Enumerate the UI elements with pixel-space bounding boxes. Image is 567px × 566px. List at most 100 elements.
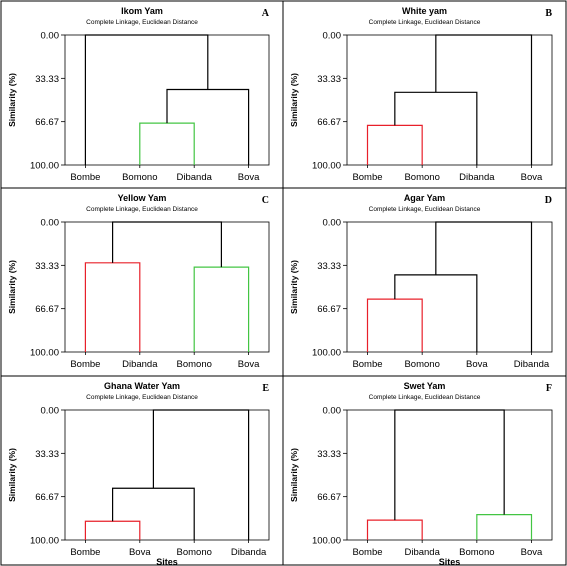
y-tick-label: 33.33	[35, 261, 59, 272]
panel-frame	[282, 375, 567, 566]
dendrogram-link	[394, 409, 505, 521]
y-tick-label: 33.33	[317, 449, 341, 460]
y-tick-label: 100.00	[312, 536, 341, 547]
leaf-label: Bova	[238, 359, 260, 370]
plot-area	[64, 221, 270, 353]
dendrogram-link	[84, 520, 141, 540]
leaf-label: Bombe	[70, 172, 100, 183]
y-tick-label: 0.00	[41, 406, 60, 417]
panel-title: Yellow Yam	[118, 193, 167, 203]
leaf-label: Bova	[521, 172, 543, 183]
plot-area	[64, 409, 270, 541]
leaf-label: Bombe	[70, 359, 100, 370]
x-axis-label: Sites	[156, 557, 178, 566]
y-axis-label: Similarity (%)	[289, 260, 299, 314]
leaf-label: Bova	[238, 172, 260, 183]
leaf-label: Bombe	[352, 172, 382, 183]
dendrogram-link	[394, 274, 478, 352]
y-tick-label: 33.33	[35, 74, 59, 85]
leaf-label: Bomono	[404, 172, 439, 183]
panel-subtitle: Complete Linkage, Euclidean Distance	[86, 394, 198, 401]
dendrogram-link	[435, 34, 533, 165]
leaf-label: Dibanda	[459, 172, 495, 183]
panel-title: Swet Yam	[404, 381, 446, 391]
y-tick-label: 0.00	[41, 218, 60, 229]
leaf-label: Bomono	[177, 547, 212, 558]
leaf-label: Dibanda	[404, 547, 440, 558]
y-tick-label: 66.67	[35, 492, 59, 503]
panel-c: Yellow Yam Complete Linkage, Euclidean Di…	[0, 187, 284, 377]
y-tick-label: 66.67	[317, 492, 341, 503]
panel-title: Ikom Yam	[121, 6, 163, 16]
leaf-label: Bombe	[352, 547, 382, 558]
leaf-label: Bova	[129, 547, 151, 558]
x-axis-label: Sites	[439, 557, 461, 566]
y-tick-label: 66.67	[317, 304, 341, 315]
dendrogram-link	[111, 487, 195, 540]
plot-area	[346, 34, 553, 166]
y-axis-label: Similarity (%)	[7, 73, 17, 127]
y-tick-label: 0.00	[41, 31, 60, 42]
y-axis-label: Similarity (%)	[7, 448, 17, 502]
y-axis-label: Similarity (%)	[289, 73, 299, 127]
panel-subtitle: Complete Linkage, Euclidean Distance	[86, 206, 198, 213]
y-tick-label: 100.00	[30, 161, 59, 172]
y-tick-label: 33.33	[317, 261, 341, 272]
panel-title: Agar Yam	[404, 193, 445, 203]
leaf-label: Dibanda	[231, 547, 267, 558]
leaf-label: Bombe	[352, 359, 382, 370]
panel-subtitle: Complete Linkage, Euclidean Distance	[369, 394, 481, 401]
panel-letter: A	[262, 8, 270, 19]
dendrogram-link	[139, 122, 195, 165]
leaf-label: Bomono	[122, 172, 157, 183]
panel-letter: D	[545, 195, 552, 206]
panel-d: Agar Yam Complete Linkage, Euclidean Dist…	[282, 187, 567, 377]
y-tick-label: 100.00	[312, 348, 341, 359]
dendrogram-link	[435, 221, 533, 352]
dendrogram-link	[84, 262, 141, 352]
y-tick-label: 66.67	[35, 117, 59, 128]
panel-e: Ghana Water Yam Complete Linkage, Euclide…	[0, 375, 284, 566]
dendrogram-link	[366, 124, 423, 165]
panel-subtitle: Complete Linkage, Euclidean Distance	[86, 19, 198, 26]
dendrogram-link	[193, 266, 250, 352]
leaf-label: Bomono	[459, 547, 494, 558]
y-tick-label: 100.00	[312, 161, 341, 172]
panel-f: Swet Yam Complete Linkage, Euclidean Dist…	[282, 375, 567, 566]
panel-letter: C	[262, 195, 269, 206]
panel-letter: B	[545, 8, 552, 19]
panel-title: Ghana Water Yam	[104, 381, 180, 391]
leaf-label: Bova	[521, 547, 543, 558]
panel-letter: E	[262, 383, 269, 394]
leaf-label: Dibanda	[122, 359, 158, 370]
panel-letter: F	[546, 383, 552, 394]
dendrogram-link	[152, 409, 250, 540]
leaf-label: Dibanda	[177, 172, 213, 183]
y-tick-label: 100.00	[30, 348, 59, 359]
y-tick-label: 66.67	[317, 117, 341, 128]
dendrogram-link	[366, 519, 423, 540]
leaf-label: Bova	[466, 359, 488, 370]
panel-subtitle: Complete Linkage, Euclidean Distance	[369, 206, 481, 213]
dendrogram-link	[394, 91, 478, 165]
dendrogram-link	[366, 298, 423, 352]
leaf-label: Bombe	[70, 547, 100, 558]
y-tick-label: 0.00	[323, 31, 342, 42]
dendrogram-link	[166, 88, 250, 165]
leaf-label: Dibanda	[514, 359, 550, 370]
panel-b: White yam Complete Linkage, Euclidean Dis…	[282, 0, 567, 189]
y-tick-label: 100.00	[30, 536, 59, 547]
leaf-label: Bomono	[177, 359, 212, 370]
panel-a: Ikom Yam Complete Linkage, Euclidean Dist…	[0, 0, 284, 189]
panel-subtitle: Complete Linkage, Euclidean Distance	[369, 19, 481, 26]
panel-title: White yam	[402, 6, 447, 16]
y-tick-label: 33.33	[317, 74, 341, 85]
y-tick-label: 66.67	[35, 304, 59, 315]
plot-area	[346, 221, 553, 353]
dendrogram-link	[84, 34, 209, 165]
y-axis-label: Similarity (%)	[289, 448, 299, 502]
y-axis-label: Similarity (%)	[7, 260, 17, 314]
y-tick-label: 33.33	[35, 449, 59, 460]
dendrogram-link	[476, 514, 533, 540]
